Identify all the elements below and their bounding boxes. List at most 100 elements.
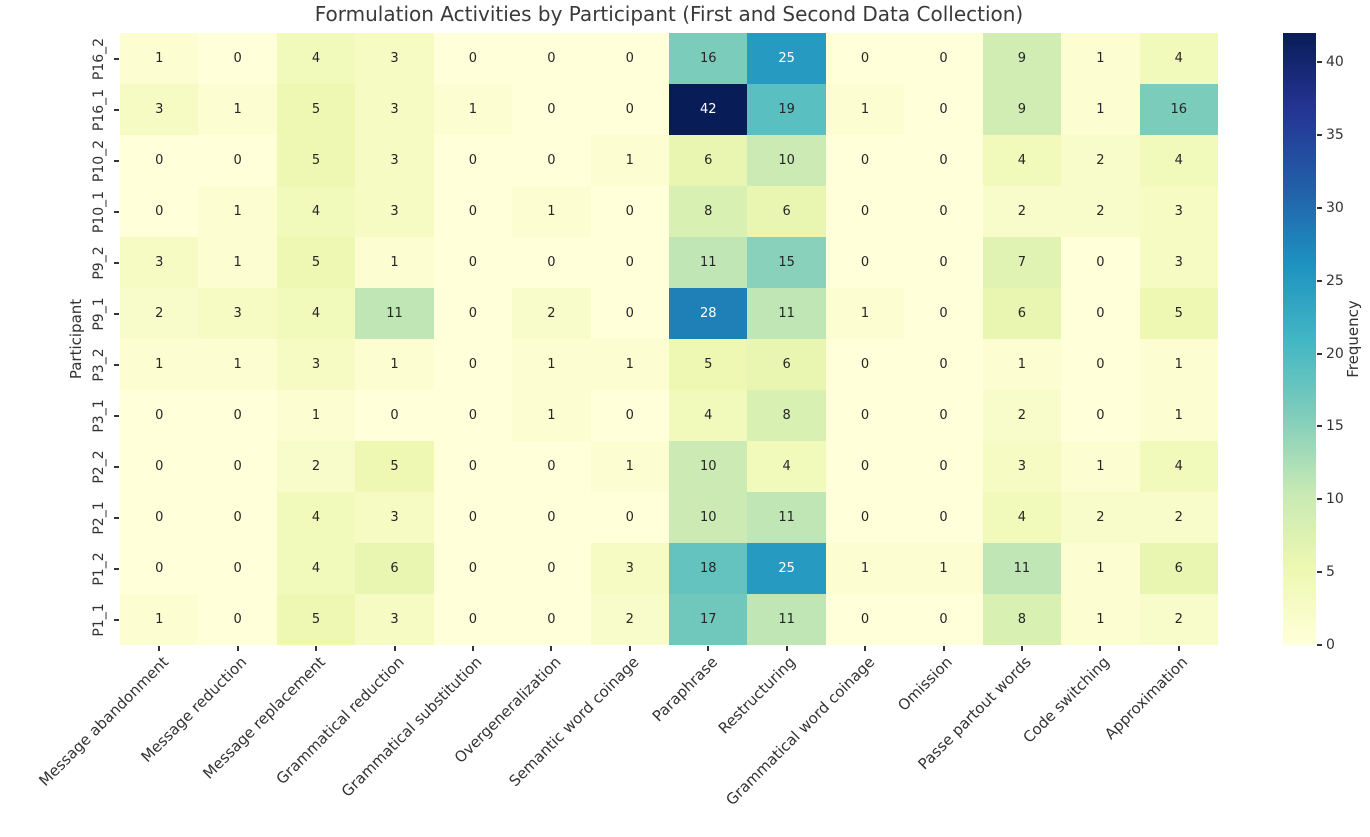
colorbar-tick-mark bbox=[1317, 352, 1322, 355]
y-tick-label: P1_2 bbox=[91, 551, 107, 586]
y-tick-label: P16_2 bbox=[91, 37, 107, 80]
heatmap-cell: 2 bbox=[1061, 492, 1140, 543]
colorbar-tick-label: 30 bbox=[1326, 199, 1344, 216]
heatmap-cell: 11 bbox=[747, 288, 826, 339]
heatmap-cell: 1 bbox=[512, 186, 591, 237]
y-tick-label: P10_2 bbox=[91, 139, 107, 182]
heatmap-cell: 16 bbox=[669, 33, 748, 84]
heatmap-cell: 0 bbox=[1061, 237, 1140, 288]
heatmap-cell: 2 bbox=[120, 288, 199, 339]
heatmap-cell: 0 bbox=[433, 186, 513, 237]
colorbar-tick-label: 10 bbox=[1326, 491, 1344, 508]
y-tick-mark bbox=[114, 312, 119, 315]
heatmap-cell: 15 bbox=[747, 237, 826, 288]
heatmap-cell: 9 bbox=[982, 33, 1062, 84]
heatmap-cell: 4 bbox=[276, 492, 356, 543]
heatmap-cell: 10 bbox=[669, 441, 748, 492]
heatmap-cell: 2 bbox=[982, 186, 1062, 237]
heatmap-cell: 0 bbox=[904, 441, 983, 492]
colorbar-tick-mark bbox=[1317, 644, 1322, 646]
heatmap-cell: 0 bbox=[433, 135, 513, 186]
y-tick-label: P9_2 bbox=[91, 245, 107, 280]
heatmap-cell: 1 bbox=[1061, 33, 1140, 84]
heatmap-cell: 0 bbox=[590, 288, 669, 339]
heatmap-cell: 0 bbox=[198, 594, 277, 645]
heatmap-cell: 1 bbox=[198, 84, 277, 135]
colorbar bbox=[1283, 33, 1316, 645]
heatmap-cell: 25 bbox=[747, 543, 826, 594]
heatmap-cell: 0 bbox=[120, 441, 199, 492]
colorbar-tick-label: 40 bbox=[1326, 54, 1344, 71]
heatmap-cell: 1 bbox=[904, 543, 983, 594]
x-tick-mark bbox=[393, 646, 396, 651]
heatmap-cell: 3 bbox=[982, 441, 1062, 492]
y-tick-label: P10_1 bbox=[91, 190, 107, 233]
heatmap-cell: 0 bbox=[904, 390, 983, 441]
heatmap-cell: 1 bbox=[825, 288, 905, 339]
y-tick-mark bbox=[114, 261, 119, 264]
heatmap-cell: 4 bbox=[1139, 441, 1218, 492]
heatmap-cell: 0 bbox=[198, 390, 277, 441]
heatmap-cell: 1 bbox=[355, 339, 434, 390]
heatmap-cell: 10 bbox=[747, 135, 826, 186]
heatmap-cell: 3 bbox=[1139, 237, 1218, 288]
colorbar-tick-mark bbox=[1317, 498, 1322, 501]
heatmap-cell: 4 bbox=[982, 135, 1062, 186]
heatmap-cell: 28 bbox=[669, 288, 748, 339]
heatmap-cell: 8 bbox=[747, 390, 826, 441]
heatmap-cell: 0 bbox=[825, 441, 905, 492]
colorbar-tick-label: 5 bbox=[1326, 564, 1335, 581]
heatmap-cell: 2 bbox=[1139, 594, 1218, 645]
heatmap-cell: 0 bbox=[825, 33, 905, 84]
x-tick-label: Grammatical reduction bbox=[272, 653, 408, 788]
x-tick-label: Approximation bbox=[1101, 653, 1192, 744]
heatmap-cell: 0 bbox=[355, 390, 434, 441]
heatmap-cell: 3 bbox=[355, 594, 434, 645]
y-tick-mark bbox=[114, 363, 119, 366]
y-tick-mark bbox=[114, 57, 119, 60]
heatmap-cell: 4 bbox=[276, 186, 356, 237]
heatmap-cell: 0 bbox=[825, 594, 905, 645]
colorbar-tick-label: 20 bbox=[1326, 345, 1344, 362]
x-tick-mark bbox=[158, 646, 161, 651]
heatmap-grid: 1 0 4 3 0 0 0 16 25 0 0 9 1 4 3 1 5 3 1 0 0 42 19 1 0 9 1 16 0 0 5 3 0 0 1… bbox=[120, 33, 1218, 645]
heatmap-cell: 0 bbox=[904, 135, 983, 186]
heatmap-cell: 0 bbox=[904, 339, 983, 390]
heatmap-cell: 5 bbox=[276, 237, 356, 288]
heatmap-cell: 4 bbox=[276, 288, 356, 339]
heatmap-cell: 9 bbox=[982, 84, 1062, 135]
heatmap-cell: 0 bbox=[904, 594, 983, 645]
heatmap-cell: 19 bbox=[747, 84, 826, 135]
heatmap-cell: 0 bbox=[512, 135, 591, 186]
heatmap-cell: 1 bbox=[120, 33, 199, 84]
heatmap-cell: 4 bbox=[669, 390, 748, 441]
y-tick-label: P3_2 bbox=[91, 347, 107, 382]
heatmap-cell: 4 bbox=[276, 543, 356, 594]
heatmap-cell: 25 bbox=[747, 33, 826, 84]
heatmap-cell: 1 bbox=[825, 543, 905, 594]
x-tick-mark bbox=[864, 646, 867, 651]
y-tick-mark bbox=[114, 465, 119, 468]
heatmap-cell: 11 bbox=[747, 594, 826, 645]
colorbar-tick-label: 15 bbox=[1326, 418, 1344, 435]
heatmap-cell: 11 bbox=[982, 543, 1062, 594]
heatmap-cell: 0 bbox=[825, 492, 905, 543]
heatmap-cell: 0 bbox=[512, 237, 591, 288]
colorbar-tick-mark bbox=[1317, 425, 1322, 428]
heatmap-cell: 0 bbox=[1061, 390, 1140, 441]
heatmap-cell: 6 bbox=[982, 288, 1062, 339]
x-tick-label: Paraphrase bbox=[648, 653, 721, 726]
heatmap-cell: 0 bbox=[433, 339, 513, 390]
x-tick-label: Code switching bbox=[1019, 653, 1114, 747]
heatmap-cell: 4 bbox=[982, 492, 1062, 543]
heatmap-cell: 1 bbox=[512, 339, 591, 390]
heatmap-cell: 0 bbox=[825, 339, 905, 390]
heatmap-cell: 2 bbox=[1061, 186, 1140, 237]
heatmap-cell: 1 bbox=[120, 339, 199, 390]
heatmap-cell: 0 bbox=[198, 33, 277, 84]
y-tick-mark bbox=[114, 108, 119, 111]
heatmap-cell: 5 bbox=[276, 594, 356, 645]
heatmap-cell: 0 bbox=[825, 237, 905, 288]
heatmap-cell: 1 bbox=[120, 594, 199, 645]
heatmap-cell: 2 bbox=[512, 288, 591, 339]
